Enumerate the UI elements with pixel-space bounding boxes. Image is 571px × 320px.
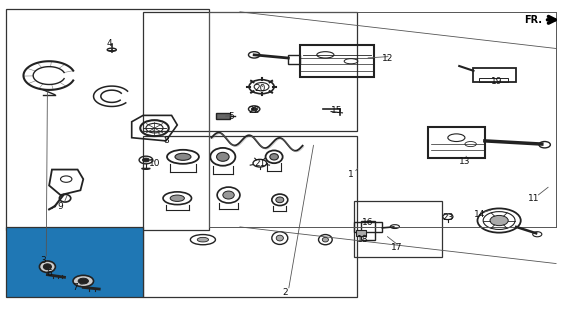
Ellipse shape — [197, 237, 208, 242]
Ellipse shape — [276, 197, 284, 203]
Bar — [354, 201, 442, 257]
Text: 23: 23 — [442, 213, 453, 222]
Bar — [361, 220, 376, 240]
Ellipse shape — [223, 191, 234, 199]
Ellipse shape — [216, 152, 229, 161]
Ellipse shape — [170, 195, 184, 201]
Bar — [6, 227, 143, 297]
Text: 22: 22 — [248, 106, 260, 115]
Text: 15: 15 — [331, 106, 343, 115]
Bar — [428, 126, 485, 158]
Text: 11: 11 — [528, 194, 539, 203]
Text: 13: 13 — [459, 157, 471, 166]
Ellipse shape — [175, 153, 191, 160]
Ellipse shape — [39, 261, 55, 272]
Bar — [288, 55, 300, 64]
Bar — [354, 222, 383, 232]
Ellipse shape — [490, 215, 508, 226]
Text: 6: 6 — [46, 268, 52, 278]
Ellipse shape — [322, 237, 328, 242]
Ellipse shape — [78, 278, 89, 284]
Bar — [143, 136, 357, 297]
Text: 12: 12 — [383, 53, 394, 62]
Bar — [300, 45, 374, 77]
Text: FR.: FR. — [524, 15, 542, 25]
Text: 1: 1 — [348, 170, 354, 179]
Text: 9: 9 — [58, 202, 63, 211]
Ellipse shape — [270, 154, 279, 160]
Text: 17: 17 — [391, 243, 403, 252]
Polygon shape — [142, 168, 150, 169]
Text: 16: 16 — [363, 218, 374, 227]
Text: 2: 2 — [283, 288, 288, 297]
Text: 21: 21 — [254, 159, 266, 168]
Bar — [143, 12, 357, 131]
Text: 8: 8 — [163, 136, 169, 145]
Text: 20: 20 — [254, 84, 266, 93]
Text: 3: 3 — [41, 256, 46, 265]
Ellipse shape — [143, 158, 150, 162]
Ellipse shape — [251, 108, 257, 111]
Text: 5: 5 — [228, 113, 234, 122]
Bar — [479, 78, 508, 82]
Text: 19: 19 — [490, 77, 502, 86]
Bar — [6, 9, 208, 230]
Bar — [473, 68, 516, 82]
Bar — [356, 230, 366, 236]
Bar — [6, 227, 143, 297]
Text: 10: 10 — [148, 159, 160, 168]
Text: 4: 4 — [106, 39, 112, 48]
Ellipse shape — [43, 264, 51, 270]
Text: 14: 14 — [473, 210, 485, 219]
Text: 7: 7 — [72, 283, 78, 292]
Text: 18: 18 — [357, 235, 368, 244]
Ellipse shape — [276, 235, 283, 241]
Bar — [216, 114, 230, 119]
Ellipse shape — [73, 275, 94, 287]
